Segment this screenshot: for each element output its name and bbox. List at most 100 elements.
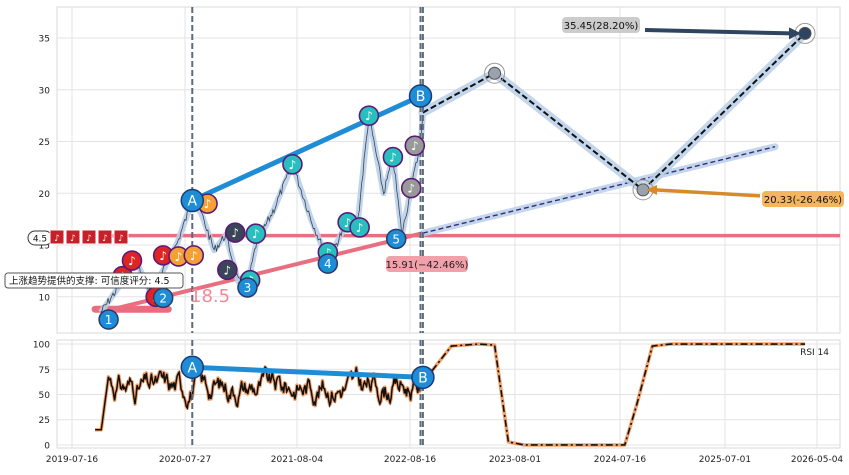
price-y-tick-label: 35 — [39, 35, 50, 45]
point-marker — [385, 228, 407, 250]
low-target-label: 15.91(−42.46%) — [386, 260, 469, 271]
note-marker — [404, 135, 426, 156]
point-marker — [237, 277, 258, 298]
point-marker — [180, 188, 205, 213]
mid-target-arrowhead — [646, 184, 658, 195]
rsi-y-tick-label: 100 — [33, 341, 50, 351]
rsi-marker-label: A — [187, 360, 197, 376]
x-tick-label: 2021-08-04 — [271, 455, 324, 465]
x-tick-label: 2022-08-16 — [384, 455, 437, 465]
note-marker — [400, 177, 422, 199]
mid-target-arrow — [654, 188, 761, 198]
note-marker-icon: ♪ — [190, 249, 198, 263]
note-marker — [224, 222, 246, 243]
rsi-y-tick-label: 50 — [39, 391, 51, 401]
support-note-text: 上涨趋势提供的支撑: 可信度评分: 4.5 — [9, 275, 170, 287]
price-y-tick-label: 25 — [39, 138, 50, 148]
rsi-line — [95, 365, 424, 431]
low-target-label-bg — [386, 256, 468, 272]
score-badge-label: 4.5 — [33, 235, 47, 245]
note-marker — [245, 223, 267, 244]
note-marker-icon: ♪ — [224, 263, 232, 277]
rsi-y-tick-label: 25 — [39, 416, 50, 426]
rsi-plot-area — [94, 342, 806, 447]
projection-node-ring — [484, 62, 506, 84]
rating-square-icon: ♪ — [70, 234, 76, 244]
note-marker — [382, 146, 404, 168]
rsi-y-tick-label: 75 — [39, 366, 50, 376]
note-marker-icon: ♪ — [289, 158, 297, 172]
projection-node — [488, 66, 502, 80]
price-panel-frame — [56, 6, 841, 334]
point-marker-label: 5 — [392, 232, 400, 246]
note-marker — [358, 105, 380, 126]
rsi-marker — [180, 355, 205, 380]
x-tick-label: 2019-07-16 — [46, 455, 99, 465]
note-marker-icon: ♪ — [344, 216, 352, 230]
rsi-marker-label: B — [418, 370, 428, 386]
mid-target-label: 20.33(-26.46%) — [764, 195, 842, 206]
price-y-tick-label: 15 — [39, 242, 50, 252]
rating-square — [49, 229, 65, 245]
x-tick-label: 2024-07-16 — [594, 455, 647, 465]
support-note-box — [4, 272, 184, 289]
note-marker — [217, 259, 238, 281]
rsi-projection — [422, 343, 806, 446]
price-y-tick-label: 10 — [39, 293, 51, 303]
rating-square — [97, 229, 113, 245]
x-tick-label: 2023-08-01 — [489, 455, 541, 465]
note-marker — [183, 245, 205, 266]
point-marker-label: 2 — [159, 291, 167, 305]
mid-target-label-bg — [762, 191, 844, 207]
note-marker-icon: ♪ — [231, 226, 239, 240]
note-marker-icon: ♪ — [407, 182, 415, 196]
rating-square-icon: ♪ — [102, 234, 108, 244]
point-marker — [408, 84, 433, 108]
note-marker-icon: ♪ — [356, 221, 364, 235]
rsi-series-label: RSI 14 — [800, 348, 829, 358]
note-marker-icon: ♪ — [411, 139, 419, 153]
note-marker — [121, 250, 143, 271]
note-marker-icon: ♪ — [159, 249, 167, 263]
trend-upper-line — [189, 93, 424, 204]
top-target-arrowhead — [789, 27, 802, 40]
rsi-y-tick-label: 0 — [44, 441, 50, 451]
point-marker-label: 1 — [105, 313, 113, 327]
trend-lower-projection — [422, 146, 776, 234]
point-marker-label: A — [187, 194, 197, 210]
top-target-arrow — [644, 28, 792, 36]
note-marker — [282, 154, 303, 175]
x-tick-label: 2020-07-27 — [159, 455, 211, 465]
note-marker-icon: ♪ — [365, 109, 373, 123]
rsi-panel-frame — [56, 339, 841, 449]
price-y-tick-label: 30 — [39, 86, 51, 96]
rating-square-icon: ♪ — [86, 234, 92, 244]
note-marker — [349, 217, 370, 238]
note-marker-icon: ♪ — [252, 227, 260, 241]
rating-square — [81, 229, 97, 245]
point-marker-label: B — [416, 89, 426, 105]
price-y-tick-label: 20 — [39, 190, 51, 200]
rsi-trend-line — [192, 364, 424, 380]
projection-path — [422, 32, 806, 192]
note-marker-icon: ♪ — [389, 151, 397, 165]
rating-square-icon: ♪ — [118, 234, 124, 244]
point-marker-label: 4 — [324, 257, 332, 271]
rating-square — [65, 229, 81, 245]
support-value-label: 18.5 — [190, 286, 230, 307]
note-marker-icon: ♪ — [204, 197, 212, 211]
point-marker-label: 3 — [244, 281, 252, 295]
point-marker — [98, 309, 119, 330]
note-marker-icon: ♪ — [128, 254, 136, 268]
note-marker-icon: ♪ — [324, 246, 332, 260]
rating-square — [113, 229, 129, 245]
note-marker-icon: ♪ — [175, 250, 183, 264]
x-tick-label: 2026-05-04 — [791, 455, 844, 465]
top-target-label: 35.45(28.20%) — [564, 21, 639, 32]
rating-square-icon: ♪ — [54, 234, 60, 244]
rsi-marker — [411, 365, 435, 390]
point-marker — [317, 253, 339, 274]
top-target-label-bg — [562, 17, 640, 33]
